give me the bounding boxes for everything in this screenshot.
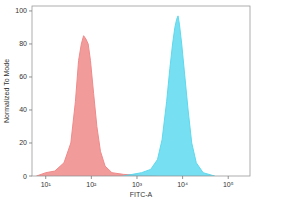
y-tick bbox=[29, 109, 32, 110]
y-tick-label: 0 bbox=[23, 173, 27, 180]
y-axis-title: Normalized To Mode bbox=[3, 59, 10, 123]
x-tick bbox=[136, 176, 137, 179]
x-tick-label: 10⁴ bbox=[177, 181, 188, 188]
y-tick-label: 80 bbox=[19, 40, 27, 47]
y-tick bbox=[29, 43, 32, 44]
x-tick bbox=[182, 176, 183, 179]
chart: 0 20 40 60 80 100 10¹ 10² 10³ 10⁴ 10⁵ FITC-A Normali… bbox=[0, 0, 300, 200]
x-tick-label: 10⁵ bbox=[223, 181, 234, 188]
series-group bbox=[37, 16, 215, 176]
x-tick bbox=[45, 176, 46, 179]
y-tick-label: 60 bbox=[19, 73, 27, 80]
y-tick bbox=[29, 10, 32, 11]
y-tick bbox=[29, 76, 32, 77]
x-tick bbox=[228, 176, 229, 179]
x-tick-label: 10¹ bbox=[41, 181, 52, 188]
x-tick bbox=[91, 176, 92, 179]
y-tick-label: 100 bbox=[15, 7, 27, 14]
x-tick-label: 10³ bbox=[132, 181, 143, 188]
plot-frame bbox=[32, 6, 250, 176]
x-axis-title: FITC-A bbox=[130, 191, 153, 198]
x-tick-label: 10² bbox=[86, 181, 97, 188]
y-tick bbox=[29, 176, 32, 177]
histogram-area bbox=[37, 36, 156, 176]
y-tick-label: 40 bbox=[19, 106, 27, 113]
histogram-area bbox=[123, 16, 214, 176]
y-tick bbox=[29, 142, 32, 143]
y-tick-label: 20 bbox=[19, 139, 27, 146]
